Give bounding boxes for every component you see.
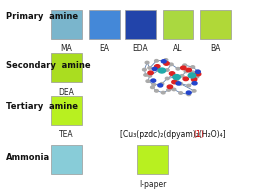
Circle shape	[169, 72, 175, 75]
Circle shape	[183, 64, 187, 67]
Circle shape	[192, 82, 197, 85]
Circle shape	[186, 91, 191, 94]
Circle shape	[144, 74, 148, 76]
Circle shape	[148, 75, 152, 77]
FancyBboxPatch shape	[89, 10, 120, 39]
Circle shape	[167, 89, 170, 91]
Text: DEA: DEA	[59, 88, 75, 97]
Circle shape	[148, 71, 153, 75]
Circle shape	[146, 80, 150, 82]
FancyBboxPatch shape	[51, 53, 82, 82]
Circle shape	[161, 60, 166, 63]
Text: Tertiary  amine: Tertiary amine	[6, 102, 78, 111]
Circle shape	[171, 74, 174, 76]
Circle shape	[155, 90, 158, 92]
Circle shape	[158, 84, 163, 87]
Circle shape	[157, 69, 161, 71]
Circle shape	[179, 92, 183, 94]
FancyBboxPatch shape	[125, 10, 156, 39]
Circle shape	[145, 61, 149, 64]
Circle shape	[180, 75, 184, 77]
FancyBboxPatch shape	[51, 145, 82, 174]
FancyBboxPatch shape	[200, 10, 231, 39]
Circle shape	[173, 75, 180, 80]
Text: Ammonia: Ammonia	[6, 153, 50, 162]
Circle shape	[195, 70, 200, 73]
Circle shape	[176, 67, 180, 70]
Circle shape	[152, 83, 156, 86]
Circle shape	[187, 84, 191, 87]
Circle shape	[175, 78, 178, 81]
Circle shape	[165, 77, 169, 80]
Circle shape	[184, 70, 188, 73]
Circle shape	[158, 68, 166, 73]
Text: [Cu₃(pzdc)₂(dpyam)₂(H₂O)₄]: [Cu₃(pzdc)₂(dpyam)₂(H₂O)₄]	[120, 130, 228, 139]
Circle shape	[195, 75, 199, 78]
Text: EA: EA	[99, 44, 109, 53]
FancyBboxPatch shape	[137, 145, 168, 174]
Circle shape	[143, 68, 146, 71]
Circle shape	[172, 88, 176, 91]
Circle shape	[191, 78, 197, 81]
Circle shape	[155, 60, 158, 62]
Text: l-paper: l-paper	[139, 180, 166, 189]
Circle shape	[169, 63, 173, 66]
Circle shape	[151, 79, 156, 82]
Circle shape	[161, 91, 165, 94]
Circle shape	[164, 59, 168, 61]
Circle shape	[195, 72, 201, 76]
Circle shape	[164, 62, 169, 65]
Circle shape	[181, 66, 186, 70]
Circle shape	[151, 86, 154, 89]
Text: EDA: EDA	[133, 44, 148, 53]
Circle shape	[183, 77, 188, 81]
Circle shape	[191, 71, 195, 74]
Circle shape	[155, 65, 160, 68]
Text: MA: MA	[60, 44, 72, 53]
Circle shape	[196, 70, 200, 73]
Circle shape	[165, 69, 169, 71]
FancyBboxPatch shape	[51, 96, 82, 125]
Circle shape	[152, 67, 157, 70]
Circle shape	[192, 81, 196, 83]
Circle shape	[179, 83, 183, 85]
Circle shape	[187, 93, 191, 96]
Circle shape	[172, 80, 177, 84]
Circle shape	[188, 73, 196, 78]
Circle shape	[148, 67, 152, 69]
Text: Secondary  amine: Secondary amine	[6, 61, 91, 70]
Text: (1): (1)	[194, 130, 204, 139]
FancyBboxPatch shape	[51, 10, 82, 39]
FancyBboxPatch shape	[163, 10, 193, 39]
Circle shape	[176, 82, 181, 85]
Circle shape	[191, 66, 195, 68]
Circle shape	[186, 68, 191, 72]
Circle shape	[192, 90, 196, 92]
Circle shape	[160, 83, 164, 85]
Text: Primary  amine: Primary amine	[6, 12, 78, 21]
Text: TEA: TEA	[59, 130, 74, 139]
Text: AL: AL	[173, 44, 183, 53]
Circle shape	[167, 85, 173, 89]
Text: BA: BA	[210, 44, 221, 53]
